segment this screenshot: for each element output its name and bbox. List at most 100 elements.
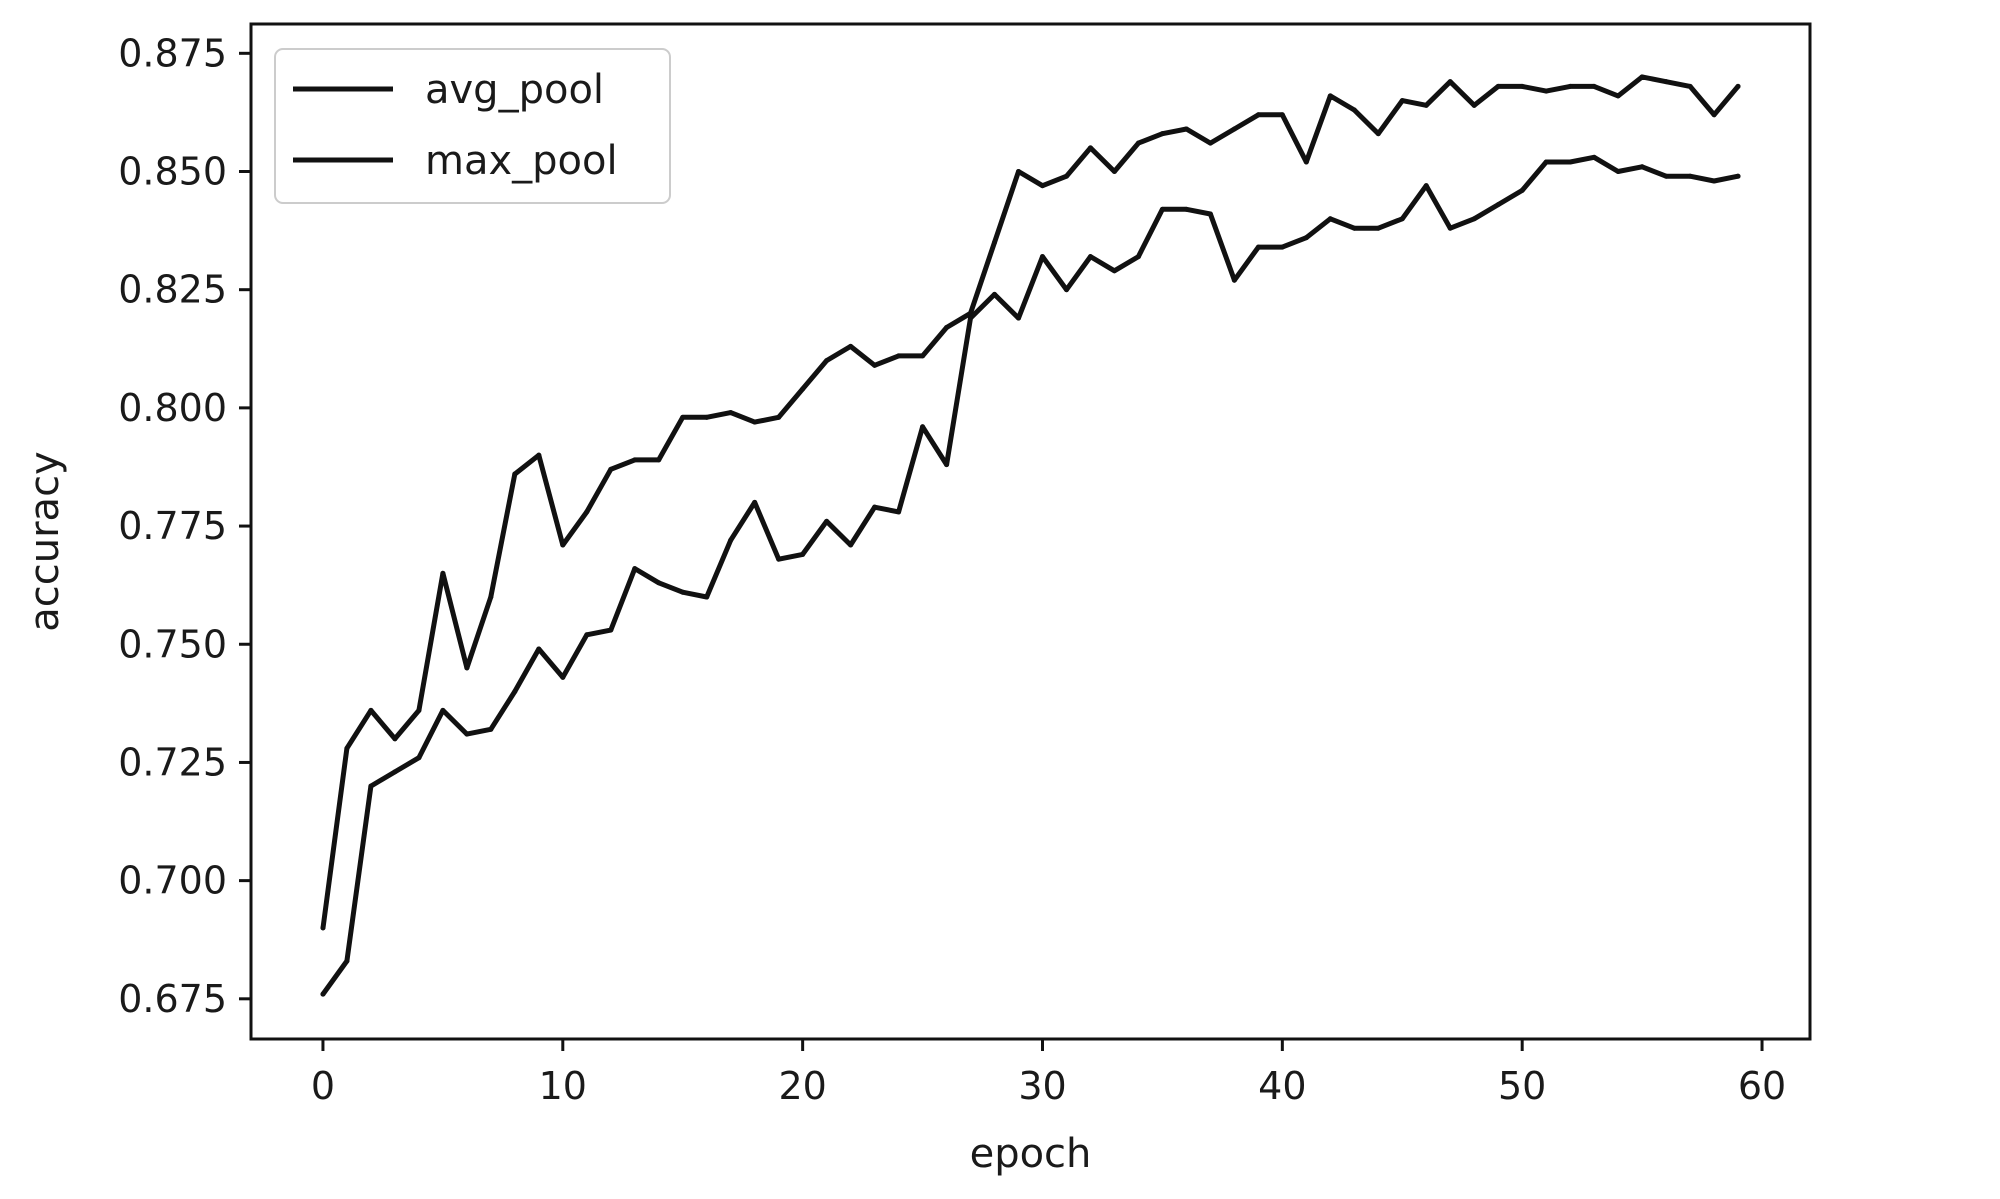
data-point-max-pool (1183, 206, 1189, 212)
x-tick-label: 60 (1738, 1064, 1786, 1108)
data-point-max-pool (1303, 235, 1309, 241)
data-point-max-pool (1087, 254, 1093, 260)
data-point-avg-pool (1039, 183, 1045, 189)
data-point-max-pool (992, 291, 998, 297)
series-line-avg-pool (320, 74, 1741, 931)
data-point-avg-pool (560, 542, 566, 548)
data-point-avg-pool (392, 736, 398, 742)
data-point-avg-pool (1183, 126, 1189, 132)
data-point-avg-pool (752, 419, 758, 425)
y-tick-label: 0.725 (118, 740, 227, 784)
data-point-avg-pool (680, 414, 686, 420)
data-point-avg-pool (1063, 173, 1069, 179)
data-point-max-pool (512, 689, 518, 695)
data-point-max-pool (392, 769, 398, 775)
data-point-avg-pool (656, 457, 662, 463)
data-point-max-pool (656, 580, 662, 586)
data-point-max-pool (440, 707, 446, 713)
data-point-avg-pool (488, 594, 494, 600)
data-point-avg-pool (632, 457, 638, 463)
data-point-avg-pool (992, 239, 998, 245)
data-point-avg-pool (1471, 102, 1477, 108)
data-point-avg-pool (320, 925, 326, 931)
data-point-max-pool (824, 518, 830, 524)
data-point-max-pool (920, 424, 926, 430)
data-point-avg-pool (1735, 83, 1741, 89)
data-point-avg-pool (800, 386, 806, 392)
data-point-avg-pool (776, 414, 782, 420)
data-point-avg-pool (848, 343, 854, 349)
data-point-max-pool (1471, 216, 1477, 222)
data-point-max-pool (584, 632, 590, 638)
series-layer (320, 74, 1741, 997)
data-point-max-pool (1495, 202, 1501, 208)
data-point-avg-pool (1016, 168, 1022, 174)
data-point-avg-pool (416, 707, 422, 713)
data-point-avg-pool (1303, 159, 1309, 165)
data-point-max-pool (1351, 225, 1357, 231)
y-axis-label: accuracy (22, 451, 68, 631)
data-point-max-pool (344, 958, 350, 964)
data-point-max-pool (1567, 159, 1573, 165)
data-point-max-pool (488, 726, 494, 732)
data-point-max-pool (1591, 154, 1597, 160)
data-point-max-pool (1135, 254, 1141, 260)
data-point-max-pool (776, 556, 782, 562)
data-point-max-pool (1447, 225, 1453, 231)
data-point-max-pool (1375, 225, 1381, 231)
data-point-avg-pool (920, 353, 926, 359)
data-point-max-pool (680, 589, 686, 595)
data-point-max-pool (704, 594, 710, 600)
data-point-max-pool (1279, 244, 1285, 250)
data-point-avg-pool (1375, 131, 1381, 137)
data-point-max-pool (1639, 164, 1645, 170)
data-point-avg-pool (1207, 140, 1213, 146)
data-point-avg-pool (1447, 79, 1453, 85)
x-tick-label: 40 (1258, 1064, 1306, 1108)
data-point-max-pool (1039, 254, 1045, 260)
y-tick-label: 0.750 (118, 622, 227, 666)
data-point-avg-pool (440, 570, 446, 576)
data-point-avg-pool (896, 353, 902, 359)
x-tick-label: 10 (539, 1064, 587, 1108)
data-point-avg-pool (1591, 83, 1597, 89)
data-point-max-pool (728, 537, 734, 543)
y-tick-label: 0.875 (118, 31, 227, 75)
data-point-max-pool (1399, 216, 1405, 222)
data-point-max-pool (1255, 244, 1261, 250)
data-point-avg-pool (728, 410, 734, 416)
data-point-avg-pool (1663, 79, 1669, 85)
data-point-max-pool (536, 646, 542, 652)
legend: avg_pool max_pool (274, 48, 671, 204)
data-point-avg-pool (608, 466, 614, 472)
data-point-avg-pool (1711, 112, 1717, 118)
x-tick-label: 0 (311, 1064, 335, 1108)
data-point-avg-pool (1615, 93, 1621, 99)
data-point-avg-pool (464, 665, 470, 671)
x-tick-label: 50 (1498, 1064, 1546, 1108)
data-point-max-pool (1735, 173, 1741, 179)
legend-label-max-pool: max_pool (425, 138, 618, 184)
plot-area-frame (249, 22, 1812, 1041)
data-point-max-pool (464, 731, 470, 737)
data-point-max-pool (752, 499, 758, 505)
data-point-avg-pool (1399, 98, 1405, 104)
data-point-max-pool (608, 627, 614, 633)
data-point-max-pool (968, 315, 974, 321)
data-point-max-pool (1543, 159, 1549, 165)
data-point-avg-pool (1495, 83, 1501, 89)
x-axis-ticks: 0 10 20 30 40 50 60 (311, 1039, 1786, 1108)
y-tick-label: 0.800 (118, 386, 227, 430)
data-point-avg-pool (1543, 88, 1549, 94)
data-point-max-pool (368, 783, 374, 789)
data-point-max-pool (1711, 178, 1717, 184)
data-point-avg-pool (1135, 140, 1141, 146)
y-axis-ticks: 0.675 0.700 0.725 0.750 0.775 0.800 0.825 0.850… (118, 31, 251, 1021)
data-point-max-pool (1519, 187, 1525, 193)
data-point-avg-pool (824, 358, 830, 364)
data-point-avg-pool (1111, 168, 1117, 174)
data-point-max-pool (1063, 287, 1069, 293)
data-point-max-pool (416, 755, 422, 761)
y-tick-label: 0.775 (118, 504, 227, 548)
